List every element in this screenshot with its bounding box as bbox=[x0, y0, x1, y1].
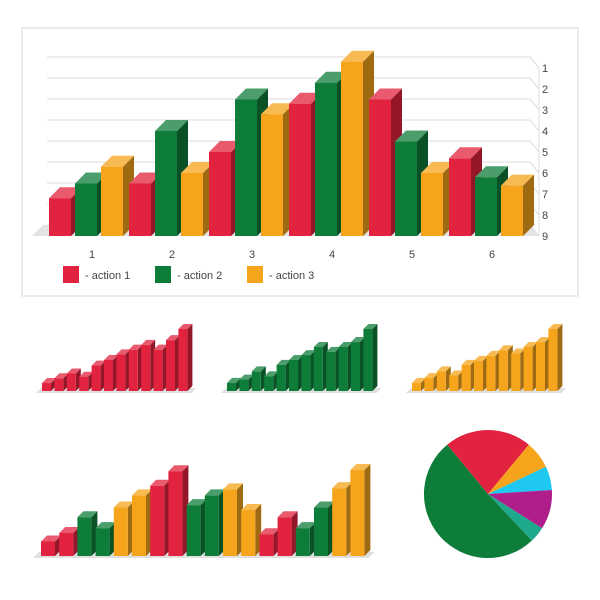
y-tick-label: 3 bbox=[542, 105, 548, 117]
mini-bar bbox=[536, 337, 550, 391]
mixed-bar bbox=[332, 482, 353, 556]
mini-bar bbox=[251, 366, 266, 391]
legend-swatch bbox=[63, 266, 79, 283]
legend-label: - action 3 bbox=[269, 270, 314, 282]
mini-bar bbox=[326, 346, 341, 391]
mixed-bar bbox=[59, 526, 80, 556]
y-tick-label: 9 bbox=[542, 231, 548, 243]
mixed-bar bbox=[259, 528, 280, 556]
mini-bar bbox=[66, 368, 81, 391]
mini-bar bbox=[523, 341, 538, 391]
mini-bar bbox=[461, 359, 476, 391]
x-tick-label: 5 bbox=[409, 249, 415, 261]
mini-bar bbox=[511, 348, 526, 391]
mini-bar bbox=[166, 335, 180, 391]
pie-slice-magenta bbox=[488, 489, 552, 529]
mixed-bar bbox=[223, 483, 243, 556]
x-tick-label: 3 bbox=[249, 249, 255, 261]
mini-bar bbox=[264, 371, 279, 391]
pie-chart bbox=[423, 429, 552, 559]
mixed-bar bbox=[204, 489, 225, 556]
mini-bar bbox=[276, 359, 291, 391]
y-tick-label: 5 bbox=[542, 147, 548, 159]
mini-bar bbox=[153, 344, 168, 391]
mixed-bar bbox=[186, 499, 207, 556]
y-tick-label: 2 bbox=[542, 84, 548, 96]
mini-bar bbox=[474, 355, 488, 391]
mini-bar bbox=[104, 355, 118, 391]
mini-bar bbox=[116, 349, 131, 391]
y-tick-label: 4 bbox=[542, 126, 548, 138]
pie-slice-red bbox=[447, 429, 529, 494]
y-tick-label: 8 bbox=[542, 210, 548, 222]
mixed-bar bbox=[295, 522, 316, 556]
mixed-bar bbox=[41, 535, 61, 556]
bar-orange-cat-5 bbox=[421, 162, 454, 236]
mini-bar bbox=[486, 350, 501, 391]
legend-swatch bbox=[247, 266, 263, 283]
bar-green-cat-5 bbox=[395, 130, 428, 236]
mini-bar bbox=[128, 344, 143, 391]
mini-bar bbox=[141, 339, 156, 391]
mini-bar bbox=[178, 324, 193, 391]
main-chart-x-ticks: 1 2 3 4 5 6 bbox=[89, 249, 495, 261]
y-tick-label: 1 bbox=[542, 63, 548, 75]
pie-slice-orange bbox=[488, 444, 546, 494]
y-tick-label: 6 bbox=[542, 168, 548, 180]
legend-item: - action 3 bbox=[247, 266, 314, 283]
mixed-bar bbox=[150, 479, 171, 556]
mini-chart-green bbox=[221, 324, 382, 393]
mixed-bar bbox=[314, 501, 334, 556]
bar-orange-cat-6 bbox=[501, 174, 534, 236]
mixed-bar bbox=[277, 511, 298, 556]
mixed-bar bbox=[77, 511, 98, 556]
mixed-bar bbox=[168, 465, 189, 556]
mini-bar bbox=[363, 324, 378, 391]
x-tick-label: 4 bbox=[329, 249, 335, 261]
mixed-bar bbox=[241, 503, 262, 556]
x-tick-label: 1 bbox=[89, 249, 95, 261]
main-chart-bars bbox=[49, 50, 534, 237]
mixed-bar bbox=[113, 501, 134, 556]
legend-label: - action 2 bbox=[177, 270, 222, 282]
pie-slice-green bbox=[423, 444, 532, 559]
mini-bar bbox=[351, 337, 365, 391]
y-tick-label: 7 bbox=[542, 189, 548, 201]
mixed-bar bbox=[350, 464, 371, 556]
mini-bar bbox=[313, 341, 328, 391]
legend-label: - action 1 bbox=[85, 270, 130, 282]
x-tick-label: 6 bbox=[489, 249, 495, 261]
mini-bar bbox=[301, 350, 316, 391]
mini-chart-red bbox=[36, 324, 197, 393]
mini-bar bbox=[91, 360, 106, 391]
mini-bar bbox=[548, 324, 563, 391]
mini-bar bbox=[436, 366, 451, 391]
legend-item: - action 2 bbox=[155, 266, 222, 283]
mini-bar bbox=[449, 370, 464, 391]
mixed-bar bbox=[95, 522, 116, 556]
mini-bar bbox=[289, 355, 303, 391]
main-chart-legend: - action 1 - action 2 - action 3 bbox=[63, 266, 314, 283]
legend-item: - action 1 bbox=[63, 266, 130, 283]
pie-slice-teal bbox=[488, 494, 543, 541]
mixed-bar bbox=[132, 489, 152, 556]
bar-orange-cat-3 bbox=[261, 103, 294, 236]
x-tick-label: 2 bbox=[169, 249, 175, 261]
main-chart-y-ticks: 1 2 3 4 5 6 7 8 9 bbox=[542, 63, 548, 243]
legend-swatch bbox=[155, 266, 171, 283]
mini-bar bbox=[498, 345, 513, 391]
mini-chart-orange bbox=[406, 324, 567, 393]
mixed-bar-chart bbox=[33, 464, 375, 558]
mini-bar bbox=[338, 341, 353, 391]
pie-slice-cyan bbox=[488, 466, 552, 494]
